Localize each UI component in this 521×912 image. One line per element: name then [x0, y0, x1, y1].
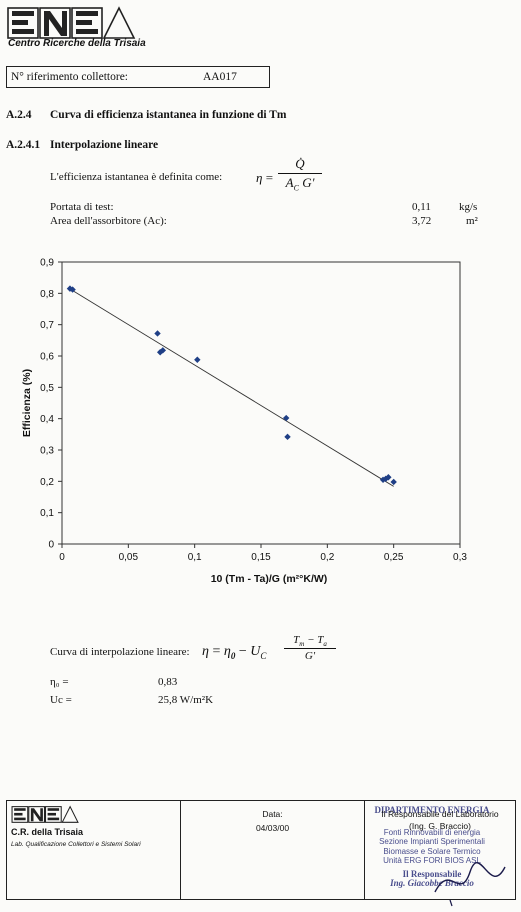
interp-eta0-sub: 0: [230, 650, 236, 661]
footer-enea-logo: [11, 805, 79, 823]
stamp-line-5: Il Responsabile: [402, 868, 462, 879]
param-flow-unit: kg/s: [459, 201, 478, 213]
fit-line: [68, 287, 394, 487]
footer-org: C.R. della Trisaia: [11, 827, 84, 837]
interp-num-sub1: m: [299, 640, 305, 649]
footer-lab: Lab. Qualificazione Collettori e Sistemi…: [11, 841, 141, 848]
formula-numerator: Q̇: [295, 156, 305, 171]
interpolation-formula: η = η0 − UC: [202, 644, 266, 661]
y-tick-label: 0,5: [40, 383, 54, 394]
reference-box: N° riferimento collettore: AA017: [6, 66, 270, 88]
interp-eta0: η: [223, 644, 231, 659]
subsection-title: Interpolazione lineare: [50, 139, 159, 151]
efficiency-formula: η =: [256, 170, 273, 186]
data-point: [283, 414, 290, 422]
data-point: [284, 433, 291, 441]
definition-text: L'efficienza istantanea è definita come:: [50, 171, 223, 183]
interp-num-mid: − T: [304, 634, 324, 646]
interp-denominator: G': [284, 648, 336, 662]
formula-eta: η: [256, 170, 263, 185]
x-tick-label: 0,25: [384, 552, 404, 563]
y-tick-label: 0,4: [40, 414, 54, 425]
footer-date-value: 04/03/00: [255, 823, 290, 833]
formula-equals: =: [265, 170, 274, 185]
interp-fraction: Tm − Ta G': [284, 634, 336, 662]
reference-label: N° riferimento collettore:: [11, 71, 128, 83]
y-tick-label: 0,8: [40, 289, 54, 300]
stamp-line-6: Ing. Giacobbe Braccio: [390, 878, 474, 888]
footer-date-label: Data:: [262, 809, 283, 819]
x-tick-label: 0,05: [119, 552, 139, 563]
stamp-line-4: Unità ERG FORI BIOS ASL: [383, 856, 481, 865]
footer-resp-title: Il Responsabile del Laboratorio: [381, 809, 499, 819]
result-eta0-value: 0,83: [158, 676, 178, 688]
footer-resp-name: (Ing. G. Braccio): [409, 821, 471, 831]
data-point: [66, 285, 74, 292]
plot-area: [61, 261, 461, 545]
param-flow-label: Portata di test:: [50, 201, 114, 213]
y-axis-label: Efficienza (%): [21, 369, 33, 437]
x-tick-label: 0,3: [453, 552, 467, 563]
formula-denominator: AC G': [278, 173, 322, 193]
result-eta0-label: η₀ =: [50, 676, 69, 688]
center-name: Centro Ricerche della Trisaia: [8, 38, 146, 49]
footer-responsible-cell: Il Responsabile del Laboratorio (Ing. G.…: [365, 801, 515, 899]
interp-num-t: T: [293, 634, 300, 646]
interpolation-label: Curva di interpolazione lineare:: [50, 646, 190, 658]
x-tick-label: 0: [59, 552, 65, 563]
signature: [434, 862, 506, 907]
param-area-value: 3,72: [412, 215, 432, 227]
result-uc-label: Uc =: [50, 694, 72, 706]
interp-u-sub: C: [260, 650, 267, 661]
data-point: [382, 475, 389, 483]
interp-eq: =: [212, 644, 221, 659]
interp-u: U: [250, 644, 261, 659]
interp-minus: −: [238, 644, 247, 659]
stamp-line-1: Fonti Rinnovabili di energia: [383, 827, 481, 837]
efficiency-chart: 0 0,05 0,1 0,15 0,2 0,25 0,3 0 0,1 0,2 0,3 0,4 0,5 0,…: [0, 250, 521, 600]
section-number: A.2.4: [6, 109, 32, 121]
footer-org-cell: C.R. della Trisaia Lab. Qualificazione C…: [7, 801, 181, 899]
enea-logo: [6, 6, 136, 46]
data-point: [154, 330, 161, 337]
subsection-number: A.2.4.1: [6, 139, 41, 151]
data-point: [159, 347, 167, 354]
formula-den-g: G': [302, 175, 315, 190]
x-tick-label: 0,1: [188, 552, 202, 563]
param-area-unit: m²: [466, 215, 478, 227]
x-tick-label: 0,2: [320, 552, 334, 563]
y-tick-label: 0,1: [40, 508, 54, 519]
department-stamp: DIPARTIMENTO ENERGIA Fonti Rinnovabili d…: [352, 805, 512, 889]
stamp-line-3: Biomasse e Solare Termico: [383, 846, 481, 856]
x-axis-label: 10 (Tm - Ta)/G (m²°K/W): [211, 573, 328, 585]
reference-value: AA017: [203, 71, 237, 83]
data-point: [69, 286, 76, 293]
section-title: Curva di efficienza istantanea in funzio…: [50, 109, 287, 121]
interp-numerator: Tm − Ta: [284, 634, 336, 648]
x-tick-label: 0,15: [251, 552, 271, 563]
interp-eta: η: [202, 644, 209, 659]
stamp-line-2: Sezione Impianti Sperimentali: [379, 837, 485, 846]
param-area-label: Area dell'assorbitore (Ac):: [50, 215, 167, 227]
stamp-line-0: DIPARTIMENTO ENERGIA: [374, 805, 490, 815]
formula-den-sub: C: [293, 183, 299, 193]
data-point: [390, 478, 397, 486]
formula-fraction: Q̇ AC G': [278, 156, 322, 193]
data-point: [385, 474, 392, 481]
footer-date-cell: Data: 04/03/00: [181, 801, 365, 899]
y-tick-label: 0,7: [40, 320, 54, 331]
result-uc-value: 25,8 W/m²K: [158, 694, 214, 706]
interp-num-sub2: a: [323, 640, 327, 649]
data-point: [194, 356, 201, 363]
y-tick-label: 0,2: [40, 477, 54, 488]
param-flow-value: 0,11: [412, 201, 431, 213]
formula-den-a: A: [285, 175, 294, 190]
footer-table: C.R. della Trisaia Lab. Qualificazione C…: [6, 800, 516, 900]
y-tick-label: 0,6: [40, 352, 54, 363]
y-tick-label: 0: [48, 540, 54, 551]
chart-svg: 0 0,05 0,1 0,15 0,2 0,25 0,3 0 0,1 0,2 0,3 0,4 0,5 0,…: [21, 258, 467, 586]
y-tick-label: 0,3: [40, 446, 54, 457]
y-tick-label: 0,9: [40, 258, 54, 269]
